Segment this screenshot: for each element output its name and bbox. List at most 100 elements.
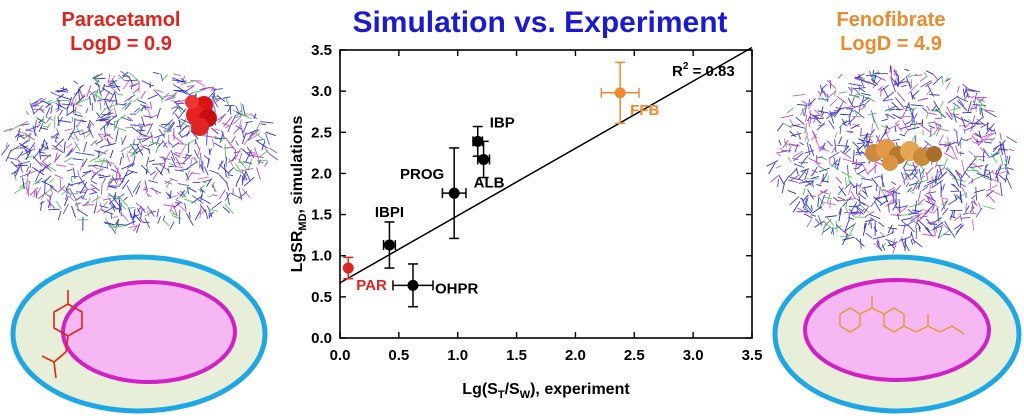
mesh-stroke bbox=[882, 98, 893, 102]
mesh-stroke bbox=[204, 209, 209, 219]
mesh-stroke bbox=[133, 224, 138, 232]
mesh-stroke bbox=[912, 179, 920, 192]
mesh-stroke bbox=[152, 172, 158, 180]
mesh-stroke bbox=[40, 162, 50, 170]
mesh-stroke bbox=[925, 200, 935, 206]
mesh-stroke bbox=[174, 202, 181, 208]
mesh-stroke bbox=[221, 130, 225, 139]
mesh-stroke bbox=[974, 132, 982, 138]
mesh-stroke bbox=[151, 187, 159, 195]
mesh-stroke bbox=[845, 105, 856, 109]
mesh-stroke bbox=[890, 181, 897, 186]
mesh-stroke bbox=[842, 120, 850, 124]
mesh-stroke bbox=[128, 82, 140, 87]
mesh-stroke bbox=[41, 138, 45, 150]
mesh-stroke bbox=[78, 88, 84, 98]
mesh-stroke bbox=[959, 141, 962, 149]
mesh-stroke bbox=[73, 86, 82, 99]
mesh-stroke bbox=[238, 160, 248, 170]
mesh-stroke bbox=[970, 115, 976, 129]
mesh-stroke bbox=[162, 142, 168, 148]
mesh-stroke bbox=[1002, 145, 1007, 159]
mesh-stroke bbox=[119, 180, 124, 186]
mesh-stroke bbox=[809, 143, 815, 156]
mesh-stroke bbox=[820, 106, 824, 114]
mesh-stroke bbox=[94, 159, 106, 163]
mesh-stroke bbox=[953, 113, 957, 123]
mesh-stroke bbox=[853, 103, 865, 109]
mesh-stroke bbox=[117, 75, 128, 80]
mesh-stroke bbox=[954, 194, 958, 200]
mesh-stroke bbox=[39, 151, 46, 154]
mesh-stroke bbox=[33, 179, 46, 185]
mesh-stroke bbox=[116, 175, 121, 182]
mesh-stroke bbox=[43, 139, 48, 145]
mesh-stroke bbox=[172, 107, 178, 115]
mesh-stroke bbox=[907, 73, 918, 78]
mesh-stroke bbox=[909, 122, 923, 126]
mesh-stroke bbox=[225, 98, 230, 108]
mesh-stroke bbox=[169, 177, 178, 182]
mesh-stroke bbox=[90, 188, 97, 193]
mesh-stroke bbox=[859, 75, 866, 80]
mesh-stroke bbox=[899, 116, 912, 118]
mesh-stroke bbox=[916, 222, 921, 229]
mesh-stroke bbox=[898, 125, 912, 130]
mesh-stroke bbox=[99, 145, 106, 149]
mesh-stroke bbox=[792, 157, 799, 161]
mesh-stroke bbox=[863, 222, 866, 230]
mesh-stroke bbox=[931, 105, 937, 111]
mesh-stroke bbox=[109, 198, 115, 204]
mesh-stroke bbox=[184, 138, 197, 147]
mesh-stroke bbox=[850, 123, 860, 129]
mesh-stroke bbox=[859, 208, 865, 216]
mesh-stroke bbox=[954, 115, 964, 121]
mesh-stroke bbox=[865, 74, 875, 77]
mesh-stroke bbox=[789, 196, 800, 206]
mesh-stroke bbox=[48, 208, 60, 211]
mesh-stroke bbox=[942, 207, 949, 216]
mesh-stroke bbox=[808, 120, 811, 127]
mesh-stroke bbox=[139, 132, 142, 138]
point-marker bbox=[342, 262, 354, 274]
mesh-stroke bbox=[40, 163, 52, 172]
mesh-stroke bbox=[160, 73, 164, 82]
mesh-stroke bbox=[852, 141, 861, 150]
mesh-stroke bbox=[70, 176, 73, 184]
mesh-stroke bbox=[866, 133, 874, 143]
mesh-stroke bbox=[209, 169, 220, 175]
mesh-stroke bbox=[933, 206, 939, 214]
mesh-stroke bbox=[173, 89, 184, 93]
mesh-stroke bbox=[91, 169, 95, 175]
mesh-stroke bbox=[814, 109, 825, 119]
mesh-stroke bbox=[241, 168, 246, 181]
mesh-stroke bbox=[959, 213, 963, 222]
mesh-stroke bbox=[804, 125, 807, 134]
mesh-stroke bbox=[141, 164, 150, 174]
mesh-stroke bbox=[964, 205, 970, 213]
mesh-stroke bbox=[260, 121, 274, 124]
data-point-par: PAR bbox=[342, 256, 387, 294]
mesh-stroke bbox=[990, 152, 1000, 158]
mesh-stroke bbox=[117, 93, 124, 96]
mesh-stroke bbox=[862, 99, 871, 108]
point-marker bbox=[407, 279, 419, 291]
mesh-stroke bbox=[161, 139, 168, 149]
mesh-stroke bbox=[155, 89, 164, 93]
mesh-stroke bbox=[924, 81, 933, 88]
mesh-stroke bbox=[984, 169, 990, 172]
mesh-stroke bbox=[877, 239, 880, 245]
mesh-stroke bbox=[131, 214, 140, 219]
mesh-stroke bbox=[844, 177, 848, 188]
mesh-stroke bbox=[857, 192, 867, 200]
mesh-stroke bbox=[914, 200, 917, 213]
mesh-stroke bbox=[962, 212, 968, 215]
chart-title: Simulation vs. Experiment bbox=[352, 6, 728, 39]
mesh-stroke bbox=[36, 122, 42, 128]
mesh-stroke bbox=[177, 105, 184, 110]
mesh-stroke bbox=[253, 122, 261, 136]
mesh-stroke bbox=[860, 127, 862, 137]
mesh-stroke bbox=[181, 156, 191, 159]
mesh-stroke bbox=[840, 150, 852, 159]
mesh-stroke bbox=[213, 142, 223, 148]
